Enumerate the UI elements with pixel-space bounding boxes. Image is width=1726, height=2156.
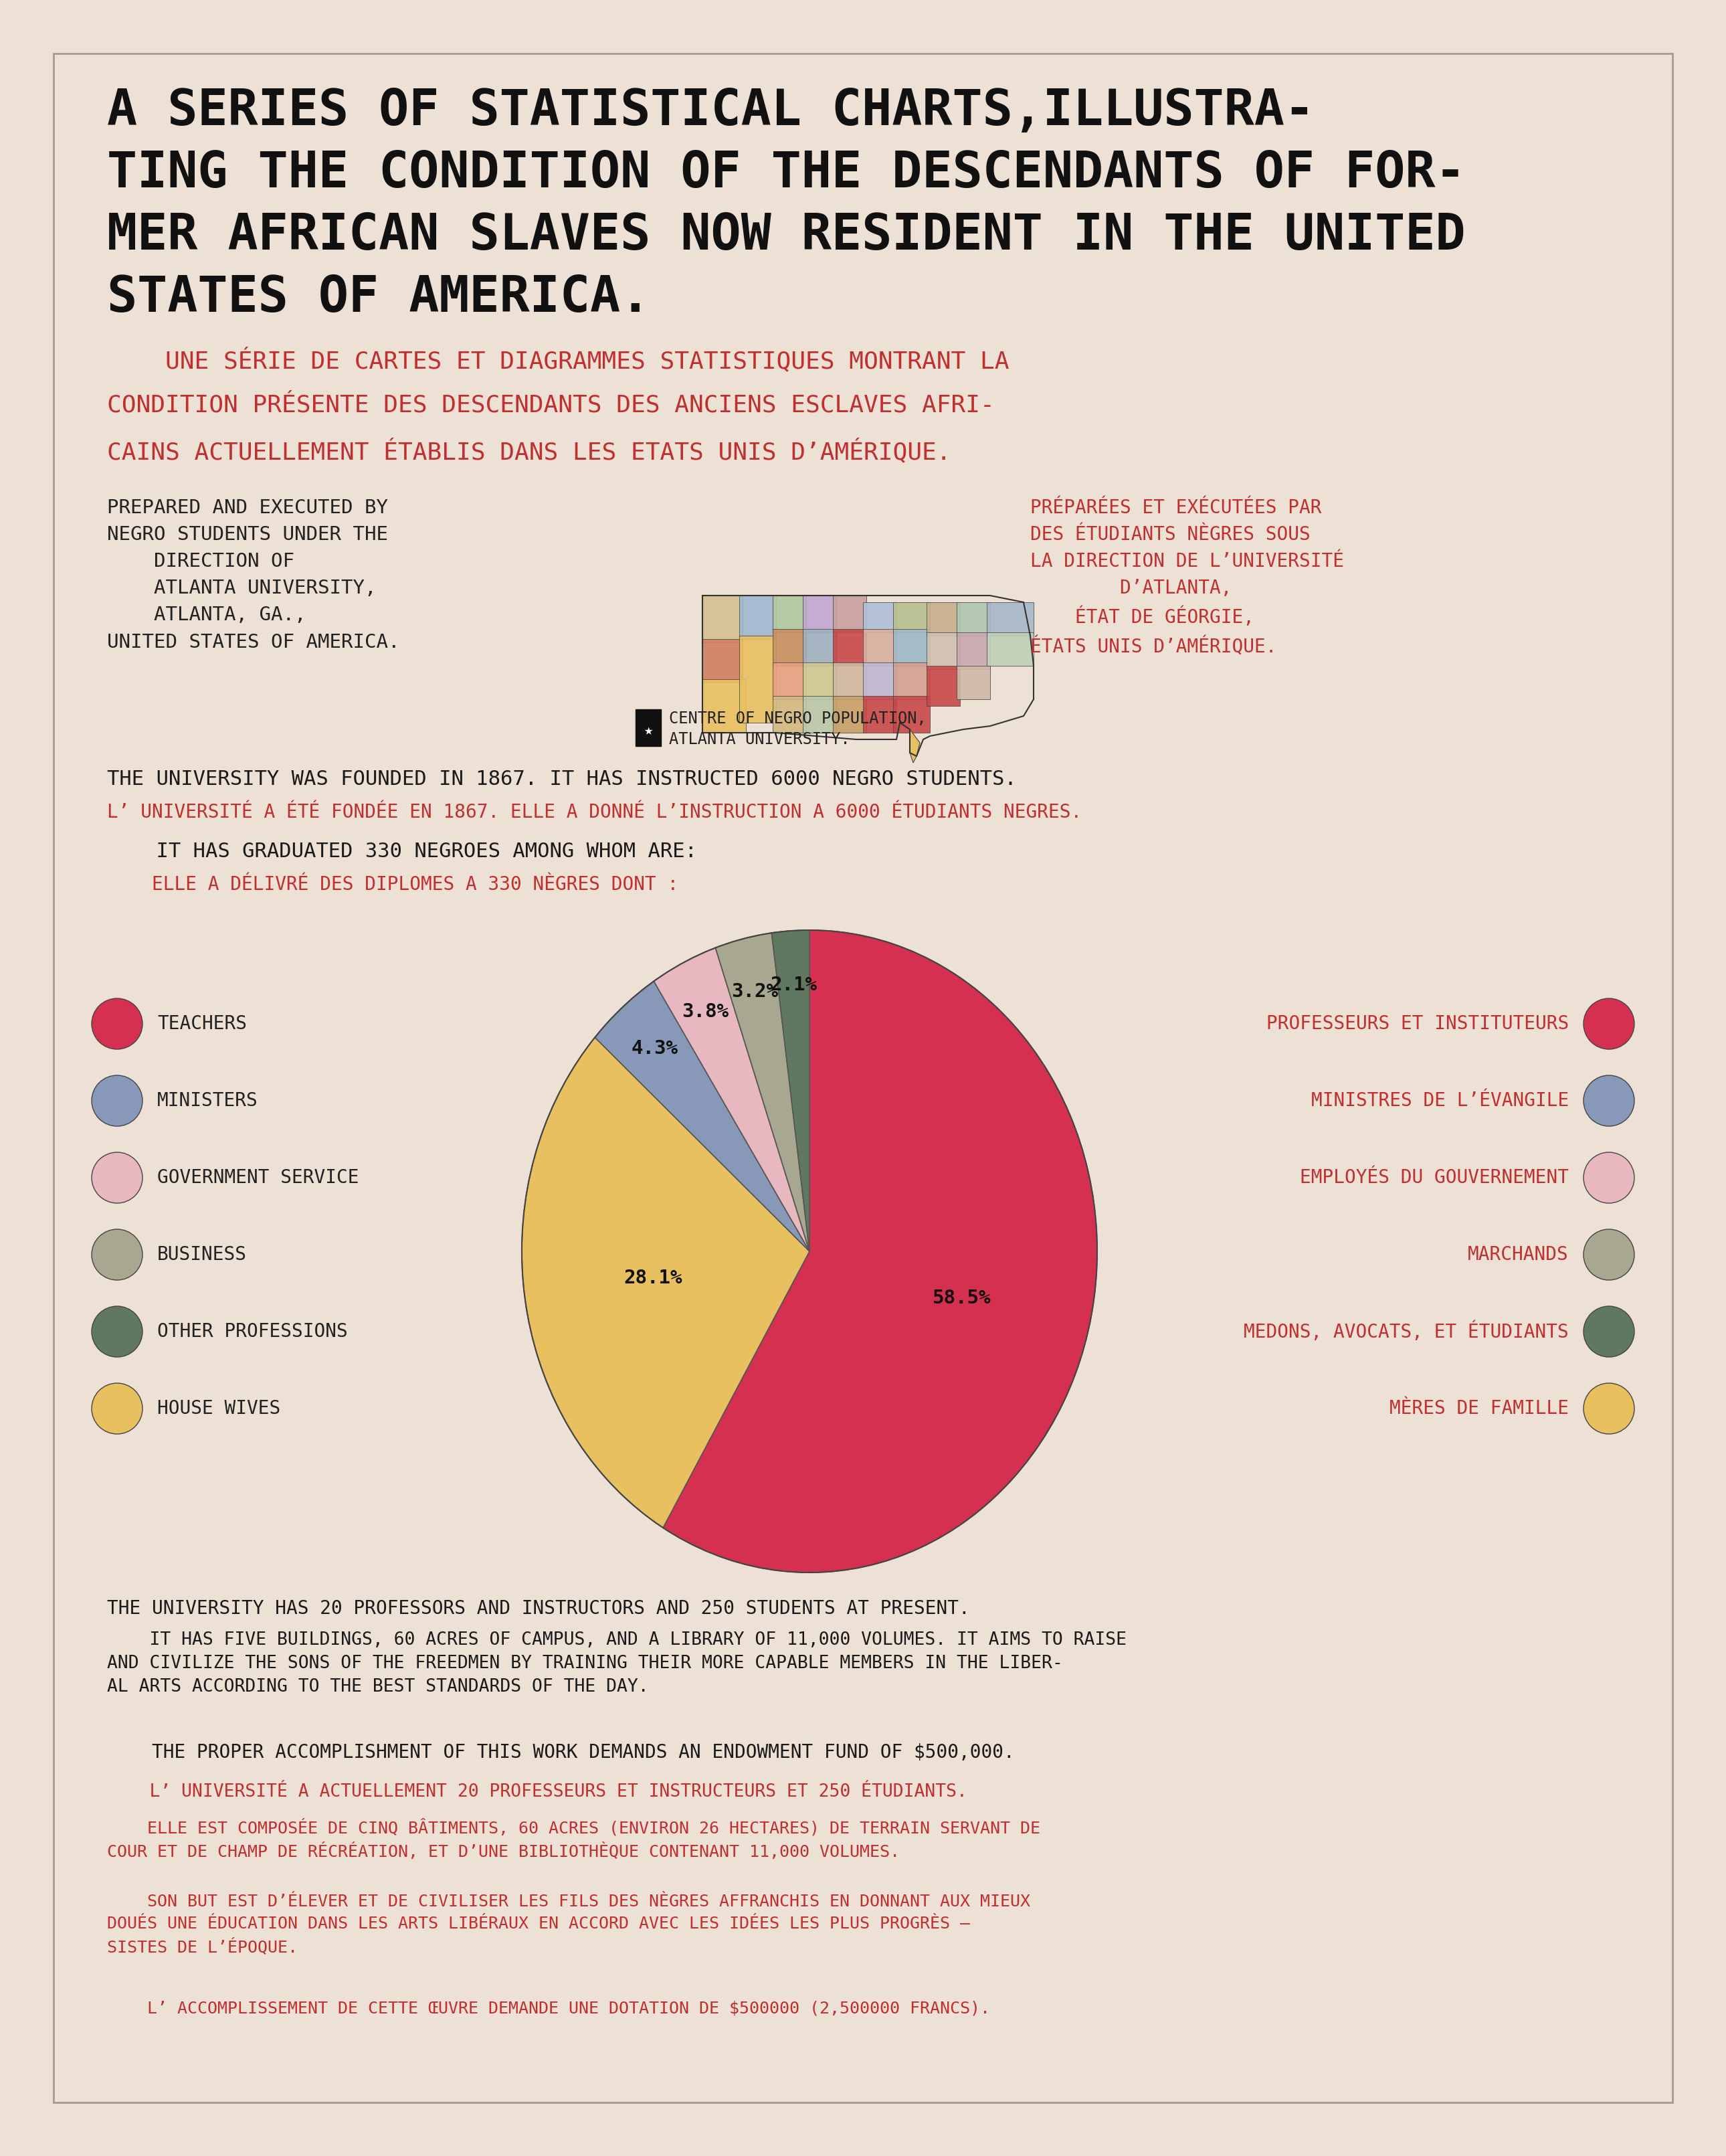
Text: ELLE EST COMPOSÉE DE CINQ BÂTIMENTS, 60 ACRES (ENVIRON 26 HECTARES) DE TERRAIN S: ELLE EST COMPOSÉE DE CINQ BÂTIMENTS, 60 … (107, 1820, 1041, 1861)
Text: MÈRES DE FAMILLE: MÈRES DE FAMILLE (1389, 1399, 1569, 1419)
Text: 3.2%: 3.2% (732, 983, 778, 1000)
Text: CONDITION PRÉSENTE DES DESCENDANTS DES ANCIENS ESCLAVES AFRI-: CONDITION PRÉSENTE DES DESCENDANTS DES A… (107, 392, 994, 416)
Polygon shape (910, 729, 920, 763)
Text: L’ ACCOMPLISSEMENT DE CETTE ŒUVRE DEMANDE UNE DOTATION DE $500000 (2,500000 FRAN: L’ ACCOMPLISSEMENT DE CETTE ŒUVRE DEMAND… (107, 2001, 991, 2016)
Text: SON BUT EST D’ÉLEVER ET DE CIVILISER LES FILS DES NÈGRES AFFRANCHIS EN DONNANT A: SON BUT EST D’ÉLEVER ET DE CIVILISER LES… (107, 1893, 1030, 1955)
Text: HOUSE WIVES: HOUSE WIVES (157, 1399, 280, 1419)
Circle shape (1583, 1229, 1635, 1281)
Text: MARCHANDS: MARCHANDS (1467, 1246, 1569, 1263)
Text: 2.1%: 2.1% (770, 977, 816, 994)
Text: MEDONS, AVOCATS, ET ÉTUDIANTS: MEDONS, AVOCATS, ET ÉTUDIANTS (1244, 1322, 1569, 1341)
Circle shape (91, 1151, 143, 1203)
Polygon shape (654, 949, 809, 1250)
Bar (987, 632, 1034, 666)
Polygon shape (521, 1037, 809, 1529)
Bar (702, 638, 742, 683)
Bar (773, 696, 806, 733)
Circle shape (91, 1229, 143, 1281)
Bar (956, 666, 991, 699)
Text: THE UNIVERSITY HAS 20 PROFESSORS AND INSTRUCTORS AND 250 STUDENTS AT PRESENT.: THE UNIVERSITY HAS 20 PROFESSORS AND INS… (107, 1600, 970, 1617)
Bar (927, 666, 960, 705)
Bar (834, 696, 866, 733)
Bar (803, 696, 835, 733)
Text: IT HAS GRADUATED 330 NEGROES AMONG WHOM ARE:: IT HAS GRADUATED 330 NEGROES AMONG WHOM … (107, 841, 697, 860)
Bar (892, 662, 930, 699)
Bar (863, 696, 896, 733)
Circle shape (1583, 1307, 1635, 1356)
Bar (803, 595, 835, 632)
Circle shape (1583, 1076, 1635, 1125)
Bar (863, 630, 896, 666)
Bar (834, 595, 866, 632)
Text: L’ UNIVERSITÉ A ACTUELLEMENT 20 PROFESSEURS ET INSTRUCTEURS ET 250 ÉTUDIANTS.: L’ UNIVERSITÉ A ACTUELLEMENT 20 PROFESSE… (107, 1783, 967, 1800)
Circle shape (1583, 1151, 1635, 1203)
Circle shape (91, 1384, 143, 1434)
Bar (863, 662, 896, 699)
Circle shape (91, 998, 143, 1050)
Bar (803, 630, 835, 666)
Text: THE PROPER ACCOMPLISHMENT OF THIS WORK DEMANDS AN ENDOWMENT FUND OF $500,000.: THE PROPER ACCOMPLISHMENT OF THIS WORK D… (107, 1744, 1015, 1761)
Bar (702, 679, 746, 733)
Text: ★: ★ (644, 724, 652, 737)
Text: THE UNIVERSITY WAS FOUNDED IN 1867. IT HAS INSTRUCTED 6000 NEGRO STUDENTS.: THE UNIVERSITY WAS FOUNDED IN 1867. IT H… (107, 770, 1017, 789)
Text: MINISTRES DE L’ÉVANGILE: MINISTRES DE L’ÉVANGILE (1312, 1091, 1569, 1110)
Text: TEACHERS: TEACHERS (157, 1015, 247, 1033)
Bar (892, 696, 930, 733)
Polygon shape (772, 929, 809, 1250)
Text: 3.8%: 3.8% (682, 1003, 728, 1022)
Polygon shape (716, 934, 809, 1250)
Bar (702, 595, 742, 642)
Text: A SERIES OF STATISTICAL CHARTS,ILLUSTRA-
TING THE CONDITION OF THE DESCENDANTS O: A SERIES OF STATISTICAL CHARTS,ILLUSTRA-… (107, 86, 1465, 323)
Text: 58.5%: 58.5% (932, 1289, 991, 1307)
Text: BUSINESS: BUSINESS (157, 1246, 247, 1263)
Text: PRÉPARÉES ET EXÉCUTÉES PAR
DES ÉTUDIANTS NÈGRES SOUS
LA DIRECTION DE L’UNIVERSIT: PRÉPARÉES ET EXÉCUTÉES PAR DES ÉTUDIANTS… (1030, 498, 1345, 655)
Polygon shape (663, 929, 1098, 1572)
Bar (773, 595, 806, 632)
Bar (927, 602, 960, 636)
Circle shape (91, 1307, 143, 1356)
Text: CAINS ACTUELLEMENT ÉTABLIS DANS LES ETATS UNIS D’AMÉRIQUE.: CAINS ACTUELLEMENT ÉTABLIS DANS LES ETAT… (107, 440, 951, 464)
Text: 4.3%: 4.3% (632, 1039, 678, 1059)
Text: IT HAS FIVE BUILDINGS, 60 ACRES OF CAMPUS, AND A LIBRARY OF 11,000 VOLUMES. IT A: IT HAS FIVE BUILDINGS, 60 ACRES OF CAMPU… (107, 1632, 1127, 1695)
Text: EMPLOYÉS DU GOUVERNEMENT: EMPLOYÉS DU GOUVERNEMENT (1300, 1169, 1569, 1188)
Bar (739, 636, 777, 722)
Circle shape (91, 1076, 143, 1125)
Text: MINISTERS: MINISTERS (157, 1091, 259, 1110)
Text: ELLE A DÉLIVRÉ DES DIPLOMES A 330 NÈGRES DONT :: ELLE A DÉLIVRÉ DES DIPLOMES A 330 NÈGRES… (107, 875, 678, 895)
Bar (739, 595, 777, 638)
Text: 28.1%: 28.1% (623, 1270, 682, 1287)
Text: GOVERNMENT SERVICE: GOVERNMENT SERVICE (157, 1169, 359, 1188)
Bar (863, 602, 896, 632)
Text: UNE SÉRIE DE CARTES ET DIAGRAMMES STATISTIQUES MONTRANT LA: UNE SÉRIE DE CARTES ET DIAGRAMMES STATIS… (107, 347, 1010, 373)
Bar (892, 602, 930, 632)
Bar (892, 630, 930, 666)
Bar (834, 662, 866, 699)
Text: L’ UNIVERSITÉ A ÉTÉ FONDÉE EN 1867. ELLE A DONNÉ L’INSTRUCTION A 6000 ÉTUDIANTS : L’ UNIVERSITÉ A ÉTÉ FONDÉE EN 1867. ELLE… (107, 802, 1082, 821)
Bar (834, 630, 866, 666)
Text: PROFESSEURS ET INSTITUTEURS: PROFESSEURS ET INSTITUTEURS (1267, 1015, 1569, 1033)
Polygon shape (595, 981, 809, 1250)
Bar (773, 630, 806, 666)
Bar (635, 709, 661, 746)
Bar (956, 602, 991, 636)
Bar (773, 662, 806, 699)
Text: CENTRE OF NEGRO POPULATION,
ATLANTA UNIVERSITY.: CENTRE OF NEGRO POPULATION, ATLANTA UNIV… (670, 711, 927, 748)
Circle shape (1583, 1384, 1635, 1434)
Text: PREPARED AND EXECUTED BY
NEGRO STUDENTS UNDER THE
    DIRECTION OF
    ATLANTA U: PREPARED AND EXECUTED BY NEGRO STUDENTS … (107, 498, 400, 651)
FancyBboxPatch shape (54, 54, 1672, 2102)
Bar (803, 662, 835, 699)
Circle shape (1583, 998, 1635, 1050)
Bar (956, 632, 991, 668)
Bar (987, 602, 1034, 636)
Text: OTHER PROFESSIONS: OTHER PROFESSIONS (157, 1322, 347, 1341)
Bar (927, 632, 960, 668)
